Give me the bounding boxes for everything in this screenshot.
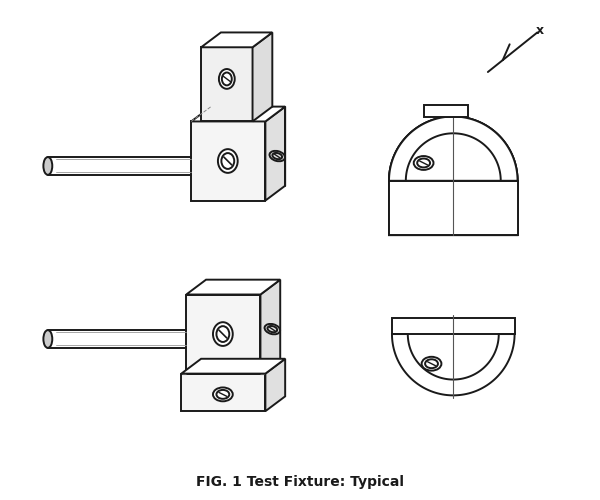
Ellipse shape (268, 326, 277, 332)
Text: FIG. 1 Test Fixture: Typical: FIG. 1 Test Fixture: Typical (196, 476, 404, 490)
Ellipse shape (425, 360, 438, 368)
Ellipse shape (222, 72, 232, 86)
Polygon shape (389, 116, 518, 181)
Ellipse shape (221, 153, 234, 169)
Polygon shape (389, 116, 518, 181)
Ellipse shape (43, 157, 52, 175)
Polygon shape (265, 106, 285, 200)
Ellipse shape (213, 322, 233, 346)
Polygon shape (260, 280, 280, 374)
Ellipse shape (272, 153, 282, 159)
Polygon shape (186, 280, 280, 294)
Polygon shape (392, 334, 515, 396)
Polygon shape (181, 359, 285, 374)
Polygon shape (265, 359, 285, 411)
Ellipse shape (213, 388, 233, 402)
Ellipse shape (217, 326, 229, 342)
Ellipse shape (414, 156, 434, 170)
Polygon shape (389, 181, 518, 235)
Ellipse shape (265, 324, 280, 334)
Ellipse shape (218, 149, 238, 173)
Ellipse shape (422, 357, 442, 370)
Polygon shape (191, 106, 285, 122)
Ellipse shape (417, 158, 430, 168)
Polygon shape (201, 32, 272, 48)
Polygon shape (389, 116, 518, 235)
Polygon shape (253, 32, 272, 122)
Polygon shape (424, 104, 468, 117)
Polygon shape (392, 318, 515, 334)
Ellipse shape (219, 69, 235, 89)
Text: x: x (536, 24, 544, 37)
Polygon shape (181, 374, 265, 411)
Ellipse shape (43, 330, 52, 348)
Polygon shape (201, 48, 253, 122)
Ellipse shape (269, 151, 285, 162)
Polygon shape (191, 122, 265, 200)
Ellipse shape (217, 390, 229, 399)
Polygon shape (186, 294, 260, 374)
